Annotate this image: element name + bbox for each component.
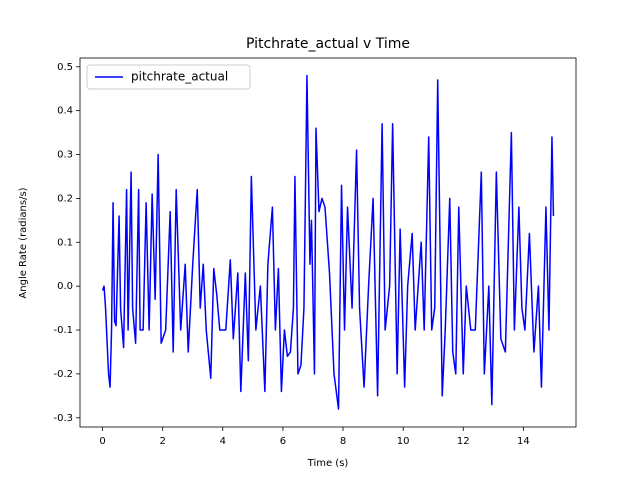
x-tick-label: 2 [159, 436, 165, 447]
plot-frame [79, 57, 577, 428]
x-tick-label: 6 [280, 436, 286, 447]
y-tick-label: 0.0 [57, 281, 73, 292]
x-tick-label: 12 [457, 436, 470, 447]
x-tick-label: 4 [220, 436, 226, 447]
legend-label: pitchrate_actual [131, 70, 228, 84]
legend-box [86, 64, 251, 90]
y-tick-label: 0.4 [57, 106, 73, 117]
y-tick-label: 0.3 [57, 150, 73, 161]
y-tick-label: -0.2 [53, 369, 73, 380]
x-tick-label: 10 [397, 436, 410, 447]
x-tick-label: 8 [340, 436, 346, 447]
y-tick-label: -0.3 [53, 413, 73, 424]
y-tick-label: 0.5 [57, 62, 73, 73]
x-tick-label: 14 [517, 436, 530, 447]
data-line [101, 74, 555, 410]
x-axis-label: Time (s) [307, 458, 349, 469]
chart-title: Pitchrate_actual v Time [246, 36, 410, 52]
y-tick-label: 0.1 [57, 237, 73, 248]
y-axis-label: Angle Rate (radians/s) [18, 187, 29, 298]
y-tick-label: -0.1 [53, 325, 73, 336]
y-tick-label: 0.2 [57, 193, 73, 204]
x-tick-label: 0 [99, 436, 105, 447]
